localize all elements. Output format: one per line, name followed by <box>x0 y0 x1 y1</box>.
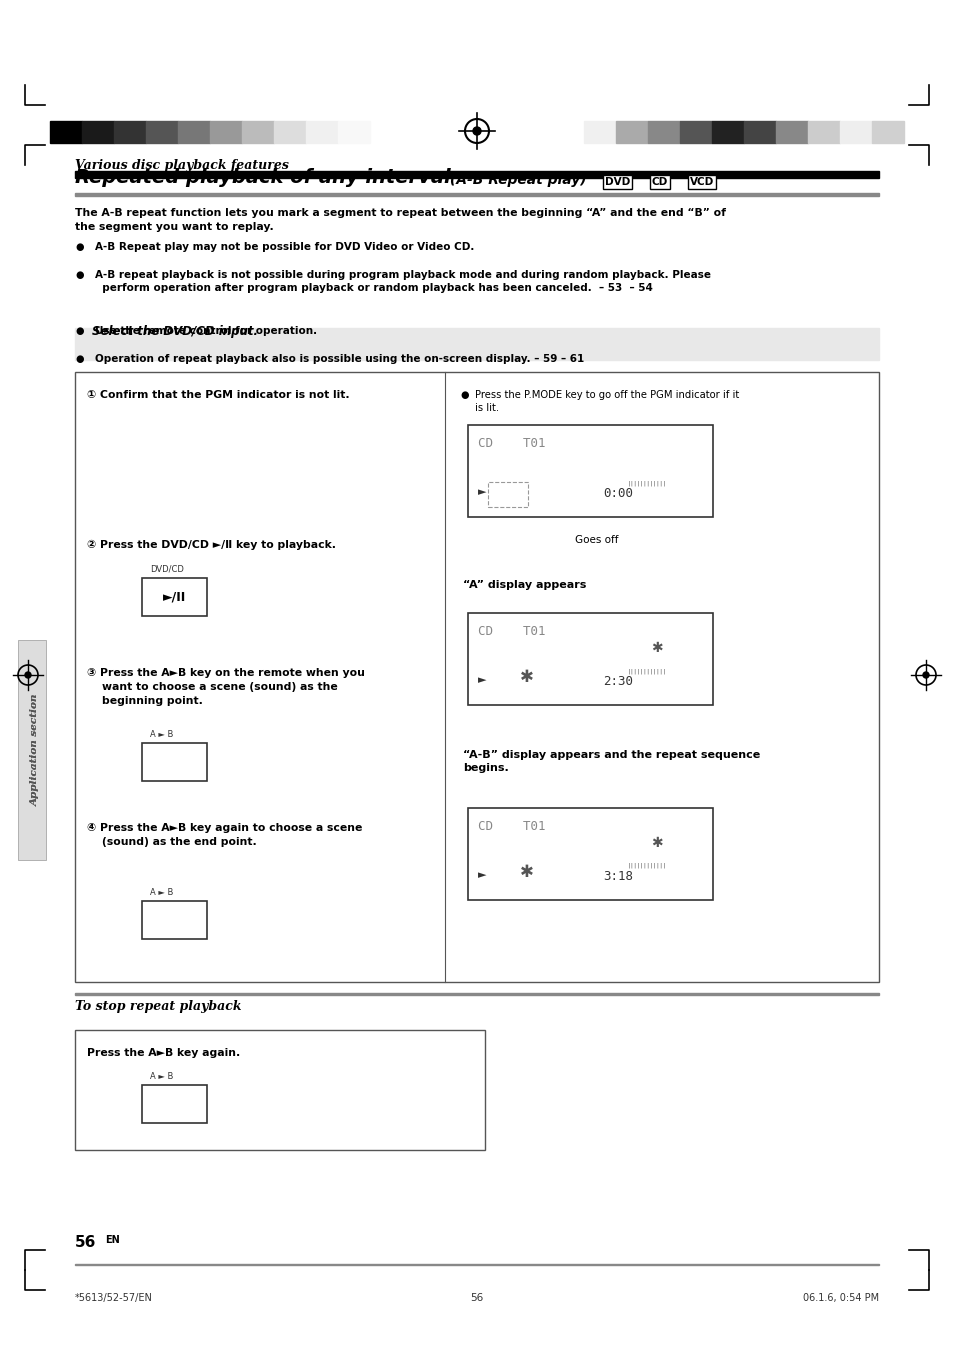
Text: Operation of repeat playback also is possible using the on-screen display. – 59 : Operation of repeat playback also is pos… <box>95 354 583 363</box>
Text: ►/II: ►/II <box>163 590 186 604</box>
Text: ||||||||||||: |||||||||||| <box>627 667 666 674</box>
Text: “A” display appears: “A” display appears <box>462 580 585 590</box>
Text: Press the A►B key again.: Press the A►B key again. <box>87 1048 240 1058</box>
Bar <box>146 122 178 143</box>
Text: ||||||||||||: |||||||||||| <box>627 863 666 869</box>
Text: Goes off: Goes off <box>575 535 618 544</box>
Bar <box>679 122 711 143</box>
Text: A-B Repeat play may not be possible for DVD Video or Video CD.: A-B Repeat play may not be possible for … <box>95 242 474 253</box>
Bar <box>467 808 712 900</box>
Text: ✱: ✱ <box>650 640 661 655</box>
Bar <box>467 613 712 705</box>
Bar <box>807 122 840 143</box>
Bar <box>487 482 527 507</box>
Circle shape <box>473 127 480 135</box>
Bar <box>18 640 46 861</box>
Bar <box>142 578 207 616</box>
Text: DVD: DVD <box>604 177 630 186</box>
Text: ✱: ✱ <box>519 863 533 881</box>
Text: ✱: ✱ <box>519 667 533 686</box>
Text: 3:18: 3:18 <box>602 870 632 884</box>
Circle shape <box>923 671 928 678</box>
Text: ●: ● <box>75 270 84 280</box>
Text: ►: ► <box>477 870 486 880</box>
Text: ✱: ✱ <box>650 836 661 850</box>
Text: A ► B: A ► B <box>150 888 173 897</box>
Text: *5613/52-57/EN: *5613/52-57/EN <box>75 1293 152 1302</box>
Text: A-B repeat playback is not possible during program playback mode and during rand: A-B repeat playback is not possible duri… <box>95 270 710 293</box>
Bar <box>647 122 679 143</box>
Bar <box>75 172 878 178</box>
Bar <box>75 1029 485 1150</box>
Text: 0:00: 0:00 <box>602 486 632 500</box>
Bar <box>210 122 242 143</box>
Text: Application section: Application section <box>30 694 39 807</box>
Text: ●: ● <box>75 326 84 336</box>
Text: ●: ● <box>460 390 469 400</box>
Text: 2:30: 2:30 <box>602 676 632 688</box>
Text: A ► B: A ► B <box>150 1071 173 1081</box>
Bar <box>467 426 712 517</box>
Bar <box>871 122 903 143</box>
Text: Application section: Application section <box>30 694 39 807</box>
Text: To stop repeat playback: To stop repeat playback <box>75 1000 241 1013</box>
Text: Various disc playback features: Various disc playback features <box>75 159 289 172</box>
Text: VCD: VCD <box>689 177 714 186</box>
Bar <box>75 328 878 359</box>
Text: Press the P.MODE key to go off the PGM indicator if it
is lit.: Press the P.MODE key to go off the PGM i… <box>475 390 739 413</box>
Text: ④ Press the A►B key again to choose a scene
    (sound) as the end point.: ④ Press the A►B key again to choose a sc… <box>87 823 362 847</box>
Text: ►: ► <box>477 486 486 497</box>
Bar <box>82 122 113 143</box>
Text: ② Press the DVD/CD ►/Ⅱ key to playback.: ② Press the DVD/CD ►/Ⅱ key to playback. <box>87 540 335 550</box>
Bar <box>306 122 337 143</box>
Bar <box>50 122 82 143</box>
Bar <box>142 901 207 939</box>
Bar <box>178 122 210 143</box>
Text: “A-B” display appears and the repeat sequence
begins.: “A-B” display appears and the repeat seq… <box>462 750 760 773</box>
Text: CD    T01: CD T01 <box>477 820 545 834</box>
Text: CD: CD <box>651 177 667 186</box>
Bar <box>113 122 146 143</box>
Text: EN: EN <box>105 1235 120 1246</box>
Bar <box>616 122 647 143</box>
Bar <box>75 1263 878 1265</box>
Bar <box>337 122 370 143</box>
Text: CD    T01: CD T01 <box>477 436 545 450</box>
Text: Use the remote control for operation.: Use the remote control for operation. <box>95 326 316 336</box>
Bar <box>75 993 878 994</box>
Text: ►: ► <box>477 676 486 685</box>
Bar <box>142 1085 207 1123</box>
Text: ① Confirm that the PGM indicator is not lit.: ① Confirm that the PGM indicator is not … <box>87 390 349 400</box>
Text: ||||||||||||: |||||||||||| <box>627 480 666 485</box>
Text: Repeated playback of any interval: Repeated playback of any interval <box>75 168 450 186</box>
Text: 56: 56 <box>75 1235 96 1250</box>
Bar <box>775 122 807 143</box>
Text: (A-B Repeat play): (A-B Repeat play) <box>444 173 586 186</box>
Bar <box>75 193 878 196</box>
Text: 56: 56 <box>470 1293 483 1302</box>
Circle shape <box>25 671 30 678</box>
Text: A ► B: A ► B <box>150 730 173 739</box>
Bar <box>142 743 207 781</box>
Bar <box>840 122 871 143</box>
Bar <box>75 372 878 982</box>
Bar <box>743 122 775 143</box>
Text: DVD/CD: DVD/CD <box>150 565 184 574</box>
Bar <box>274 122 306 143</box>
Text: ●: ● <box>75 242 84 253</box>
Bar <box>711 122 743 143</box>
Text: ●: ● <box>75 354 84 363</box>
Text: ③ Press the A►B key on the remote when you
    want to choose a scene (sound) as: ③ Press the A►B key on the remote when y… <box>87 667 364 707</box>
Text: The A-B repeat function lets you mark a segment to repeat between the beginning : The A-B repeat function lets you mark a … <box>75 208 725 232</box>
Bar <box>583 122 616 143</box>
Text: Select the DVD/CD input.: Select the DVD/CD input. <box>91 326 257 338</box>
Text: CD    T01: CD T01 <box>477 626 545 638</box>
Text: 06.1.6, 0:54 PM: 06.1.6, 0:54 PM <box>802 1293 878 1302</box>
Bar <box>242 122 274 143</box>
